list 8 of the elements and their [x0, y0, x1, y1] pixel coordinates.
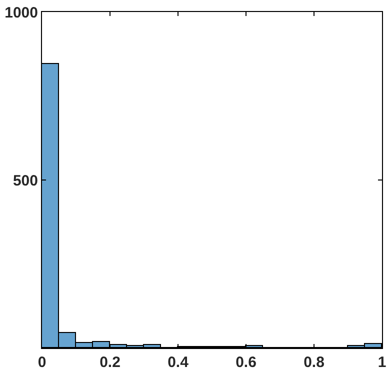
x-tick-label: 0.6: [236, 354, 256, 371]
x-tick-label: 0.2: [100, 354, 120, 371]
y-tick-label: 1000: [4, 4, 38, 22]
x-tick-label: 0: [38, 354, 46, 371]
x-tick-label: 1: [378, 354, 386, 371]
x-tick-label: 0.8: [304, 354, 324, 371]
y-tick-label: 500: [12, 172, 38, 190]
x-tick-label: 0.4: [168, 354, 190, 371]
